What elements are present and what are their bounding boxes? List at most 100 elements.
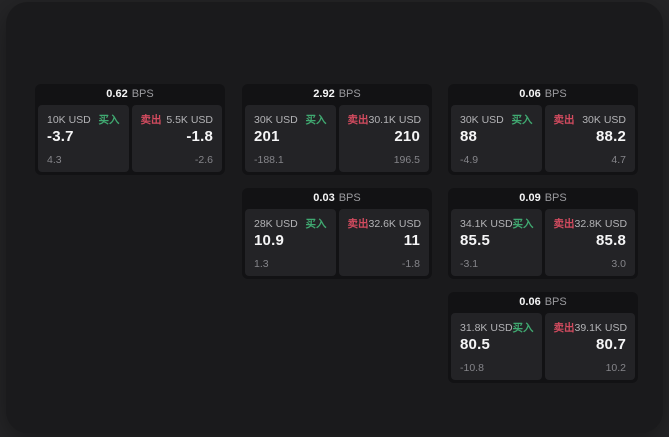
sell-pane-top: 卖出 32.8K USD (553, 216, 628, 231)
sell-delta: -2.6 (194, 154, 213, 166)
buy-pane[interactable]: 31.8K USD 买入 80.5 -10.8 (451, 313, 542, 380)
buy-value: -3.7 (47, 128, 74, 145)
buy-pane-top: 31.8K USD 买入 (460, 320, 534, 335)
sell-side-label: 卖出 (347, 114, 369, 126)
quote-card: 0.62 BPS 10K USD 买入 -3.7 4.3 卖出 5.5K USD … (35, 84, 225, 175)
sell-pane-top: 卖出 39.1K USD (553, 320, 628, 335)
sell-pane[interactable]: 卖出 30.1K USD 210 196.5 (338, 105, 429, 172)
sell-delta: 3.0 (611, 258, 626, 270)
quote-card: 0.03 BPS 28K USD 买入 10.9 1.3 卖出 32.6K USD… (242, 188, 432, 279)
buy-side-label: 买入 (512, 218, 534, 230)
quote-card: 0.06 BPS 30K USD 买入 88 -4.9 卖出 30K USD 88… (448, 84, 638, 175)
sell-pane-top: 卖出 5.5K USD (141, 112, 214, 127)
buy-amount-label: 28K USD (254, 218, 298, 230)
buy-pane[interactable]: 30K USD 买入 201 -188.1 (245, 105, 336, 172)
sell-value: 88.2 (596, 128, 626, 145)
buy-side-label: 买入 (305, 218, 327, 230)
sell-pane[interactable]: 卖出 32.8K USD 85.8 3.0 (544, 209, 635, 276)
buy-value: 201 (254, 128, 280, 145)
sell-value: 85.8 (596, 232, 626, 249)
buy-pane[interactable]: 10K USD 买入 -3.7 4.3 (38, 105, 129, 172)
sell-amount-label: 32.8K USD (574, 218, 628, 230)
buy-amount-label: 30K USD (254, 114, 298, 126)
buy-amount-label: 30K USD (460, 114, 504, 126)
sell-pane-top: 卖出 32.6K USD (347, 216, 422, 231)
buy-delta: 1.3 (254, 258, 269, 270)
bps-value: 0.06 (519, 88, 541, 100)
bps-unit-label: BPS (544, 296, 567, 308)
quote-card: 0.09 BPS 34.1K USD 买入 85.5 -3.1 卖出 32.8K … (448, 188, 638, 279)
card-header: 2.92 BPS (245, 84, 429, 105)
bps-unit-label: BPS (131, 88, 154, 100)
bps-unit-label: BPS (338, 88, 361, 100)
sell-delta: 10.2 (605, 362, 626, 374)
buy-side-label: 买入 (305, 114, 327, 126)
buy-value: 80.5 (460, 336, 490, 353)
buy-pane[interactable]: 30K USD 买入 88 -4.9 (451, 105, 542, 172)
quote-card: 0.06 BPS 31.8K USD 买入 80.5 -10.8 卖出 39.1K… (448, 292, 638, 383)
buy-pane-top: 10K USD 买入 (47, 112, 120, 127)
sell-side-label: 卖出 (553, 322, 575, 334)
buy-value: 88 (460, 128, 478, 145)
sell-value: 210 (394, 128, 420, 145)
sell-amount-label: 39.1K USD (574, 322, 628, 334)
sell-amount-label: 32.6K USD (368, 218, 422, 230)
card-body: 30K USD 买入 201 -188.1 卖出 30.1K USD 210 1… (245, 105, 429, 172)
bps-value: 2.92 (313, 88, 335, 100)
buy-amount-label: 31.8K USD (460, 322, 513, 334)
buy-amount-label: 10K USD (47, 114, 91, 126)
bps-value: 0.06 (519, 296, 541, 308)
sell-delta: -1.8 (401, 258, 420, 270)
buy-delta: -188.1 (254, 154, 284, 166)
sell-pane[interactable]: 卖出 5.5K USD -1.8 -2.6 (131, 105, 222, 172)
buy-pane[interactable]: 34.1K USD 买入 85.5 -3.1 (451, 209, 542, 276)
bps-unit-label: BPS (544, 192, 567, 204)
quote-panel: 0.62 BPS 10K USD 买入 -3.7 4.3 卖出 5.5K USD … (6, 2, 663, 433)
card-header: 0.06 BPS (451, 84, 635, 105)
sell-delta: 4.7 (611, 154, 626, 166)
card-header: 0.06 BPS (451, 292, 635, 313)
card-body: 31.8K USD 买入 80.5 -10.8 卖出 39.1K USD 80.… (451, 313, 635, 380)
buy-pane-top: 34.1K USD 买入 (460, 216, 534, 231)
buy-side-label: 买入 (98, 114, 120, 126)
buy-delta: -3.1 (460, 258, 479, 270)
card-header: 0.62 BPS (38, 84, 222, 105)
card-body: 30K USD 买入 88 -4.9 卖出 30K USD 88.2 4.7 (451, 105, 635, 172)
bps-value: 0.09 (519, 192, 541, 204)
sell-amount-label: 5.5K USD (166, 114, 213, 126)
buy-delta: -10.8 (460, 362, 484, 374)
buy-pane[interactable]: 28K USD 买入 10.9 1.3 (245, 209, 336, 276)
quote-card: 2.92 BPS 30K USD 买入 201 -188.1 卖出 30.1K U… (242, 84, 432, 175)
buy-amount-label: 34.1K USD (460, 218, 513, 230)
sell-delta: 196.5 (393, 154, 420, 166)
buy-pane-top: 30K USD 买入 (460, 112, 533, 127)
card-body: 28K USD 买入 10.9 1.3 卖出 32.6K USD 11 -1.8 (245, 209, 429, 276)
sell-pane[interactable]: 卖出 30K USD 88.2 4.7 (544, 105, 635, 172)
sell-value: -1.8 (186, 128, 213, 145)
sell-side-label: 卖出 (347, 218, 369, 230)
buy-side-label: 买入 (512, 322, 534, 334)
buy-value: 85.5 (460, 232, 490, 249)
buy-side-label: 买入 (511, 114, 533, 126)
buy-value: 10.9 (254, 232, 284, 249)
sell-pane-top: 卖出 30.1K USD (347, 112, 422, 127)
sell-side-label: 卖出 (140, 114, 162, 126)
buy-pane-top: 28K USD 买入 (254, 216, 327, 231)
sell-value: 11 (403, 232, 420, 249)
bps-unit-label: BPS (544, 88, 567, 100)
sell-side-label: 卖出 (553, 114, 575, 126)
card-header: 0.03 BPS (245, 188, 429, 209)
bps-value: 0.62 (106, 88, 128, 100)
card-body: 34.1K USD 买入 85.5 -3.1 卖出 32.8K USD 85.8… (451, 209, 635, 276)
card-body: 10K USD 买入 -3.7 4.3 卖出 5.5K USD -1.8 -2.… (38, 105, 222, 172)
sell-value: 80.7 (596, 336, 626, 353)
sell-pane[interactable]: 卖出 39.1K USD 80.7 10.2 (544, 313, 635, 380)
buy-delta: 4.3 (47, 154, 62, 166)
sell-amount-label: 30K USD (582, 114, 626, 126)
bps-value: 0.03 (313, 192, 335, 204)
card-header: 0.09 BPS (451, 188, 635, 209)
sell-pane[interactable]: 卖出 32.6K USD 11 -1.8 (338, 209, 429, 276)
sell-side-label: 卖出 (553, 218, 575, 230)
bps-unit-label: BPS (338, 192, 361, 204)
buy-pane-top: 30K USD 买入 (254, 112, 327, 127)
